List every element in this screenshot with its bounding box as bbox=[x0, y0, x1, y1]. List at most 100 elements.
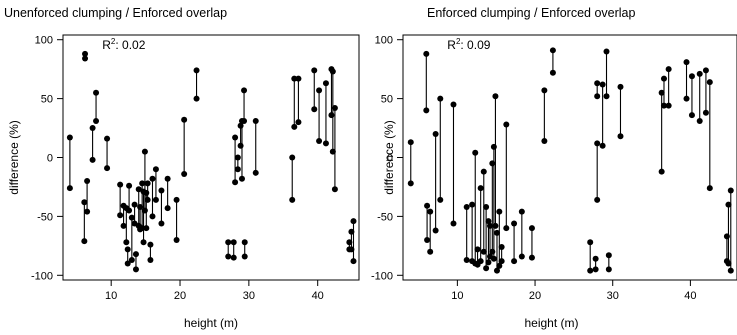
data-point bbox=[683, 95, 690, 102]
data-point bbox=[331, 105, 338, 112]
x-tick-label: 40 bbox=[684, 290, 696, 302]
data-point bbox=[518, 208, 525, 215]
r-squared-annotation: R2: 0.09 bbox=[447, 37, 490, 52]
data-point bbox=[328, 112, 335, 119]
data-point bbox=[541, 87, 548, 94]
data-point bbox=[696, 117, 703, 124]
data-point bbox=[528, 225, 535, 232]
data-point bbox=[124, 246, 131, 253]
data-point bbox=[617, 133, 624, 140]
r-squared-value: : 0.02 bbox=[115, 38, 145, 52]
data-point bbox=[594, 196, 601, 203]
data-point bbox=[702, 109, 709, 116]
r-squared-prefix: R bbox=[447, 38, 456, 52]
data-point bbox=[232, 134, 239, 141]
data-point bbox=[485, 259, 492, 266]
data-point bbox=[450, 220, 457, 227]
x-axis-label: height (m) bbox=[524, 316, 578, 330]
data-point bbox=[89, 156, 96, 163]
data-point bbox=[81, 199, 88, 206]
data-point bbox=[193, 95, 200, 102]
data-point bbox=[603, 48, 610, 55]
data-point bbox=[432, 227, 439, 234]
data-point bbox=[84, 178, 91, 185]
data-point bbox=[230, 254, 237, 261]
data-point bbox=[587, 267, 594, 274]
x-tick-label: 30 bbox=[243, 290, 255, 302]
data-point bbox=[241, 253, 248, 260]
data-point bbox=[528, 254, 535, 261]
data-point bbox=[132, 251, 139, 258]
data-point bbox=[350, 258, 357, 265]
data-point bbox=[665, 66, 672, 73]
data-point bbox=[518, 253, 525, 260]
data-point bbox=[158, 187, 165, 194]
data-point bbox=[316, 87, 323, 94]
data-point bbox=[492, 222, 499, 229]
data-point bbox=[424, 236, 431, 243]
data-point bbox=[234, 154, 241, 161]
data-point bbox=[665, 102, 672, 109]
data-point bbox=[139, 180, 146, 187]
data-point bbox=[348, 228, 355, 235]
data-point bbox=[469, 201, 476, 208]
data-point bbox=[140, 239, 147, 246]
data-point bbox=[289, 154, 296, 161]
data-point bbox=[592, 266, 599, 273]
data-point bbox=[152, 196, 159, 203]
r-squared-prefix: R bbox=[102, 38, 111, 52]
data-point bbox=[723, 258, 730, 265]
data-point bbox=[117, 181, 124, 188]
data-point bbox=[84, 208, 91, 215]
data-point bbox=[688, 73, 695, 80]
data-point bbox=[617, 83, 624, 90]
data-point bbox=[241, 87, 248, 94]
y-tick-label: -50 bbox=[377, 211, 393, 223]
data-point bbox=[599, 142, 606, 149]
y-tick-label: -100 bbox=[31, 270, 53, 282]
data-point bbox=[124, 260, 131, 267]
data-point bbox=[291, 75, 298, 82]
data-point bbox=[587, 239, 594, 246]
data-point bbox=[164, 205, 171, 212]
data-point bbox=[688, 112, 695, 119]
x-tick-label: 10 bbox=[105, 290, 117, 302]
data-point bbox=[427, 248, 434, 255]
r-squared-superscript: 2 bbox=[111, 37, 116, 46]
data-point bbox=[706, 79, 713, 86]
data-point bbox=[592, 255, 599, 262]
data-point bbox=[238, 175, 245, 182]
data-point bbox=[725, 201, 732, 208]
data-point bbox=[81, 238, 88, 245]
data-point bbox=[89, 125, 96, 132]
data-point bbox=[503, 121, 510, 128]
data-point bbox=[437, 196, 444, 203]
data-point bbox=[486, 222, 493, 229]
data-point bbox=[137, 203, 144, 210]
data-point bbox=[93, 117, 100, 124]
data-point bbox=[496, 208, 503, 215]
data-point bbox=[346, 246, 353, 253]
data-point bbox=[658, 89, 665, 96]
data-point bbox=[683, 59, 690, 66]
data-point bbox=[131, 201, 138, 208]
data-point bbox=[331, 186, 338, 193]
data-point bbox=[164, 175, 171, 182]
data-point bbox=[498, 244, 505, 251]
data-point bbox=[237, 142, 244, 149]
data-point bbox=[594, 93, 601, 100]
data-point bbox=[132, 266, 139, 273]
data-point bbox=[503, 225, 510, 232]
data-point bbox=[311, 67, 318, 74]
data-point bbox=[346, 239, 353, 246]
x-tick-label: 40 bbox=[312, 290, 324, 302]
chart-title: Enforced clumping / Enforced overlap bbox=[427, 6, 635, 20]
data-point bbox=[477, 258, 484, 265]
data-point bbox=[498, 258, 505, 265]
y-tick-label: 0 bbox=[47, 153, 53, 165]
data-point bbox=[599, 81, 606, 88]
data-point bbox=[477, 185, 484, 192]
data-point bbox=[126, 207, 133, 214]
